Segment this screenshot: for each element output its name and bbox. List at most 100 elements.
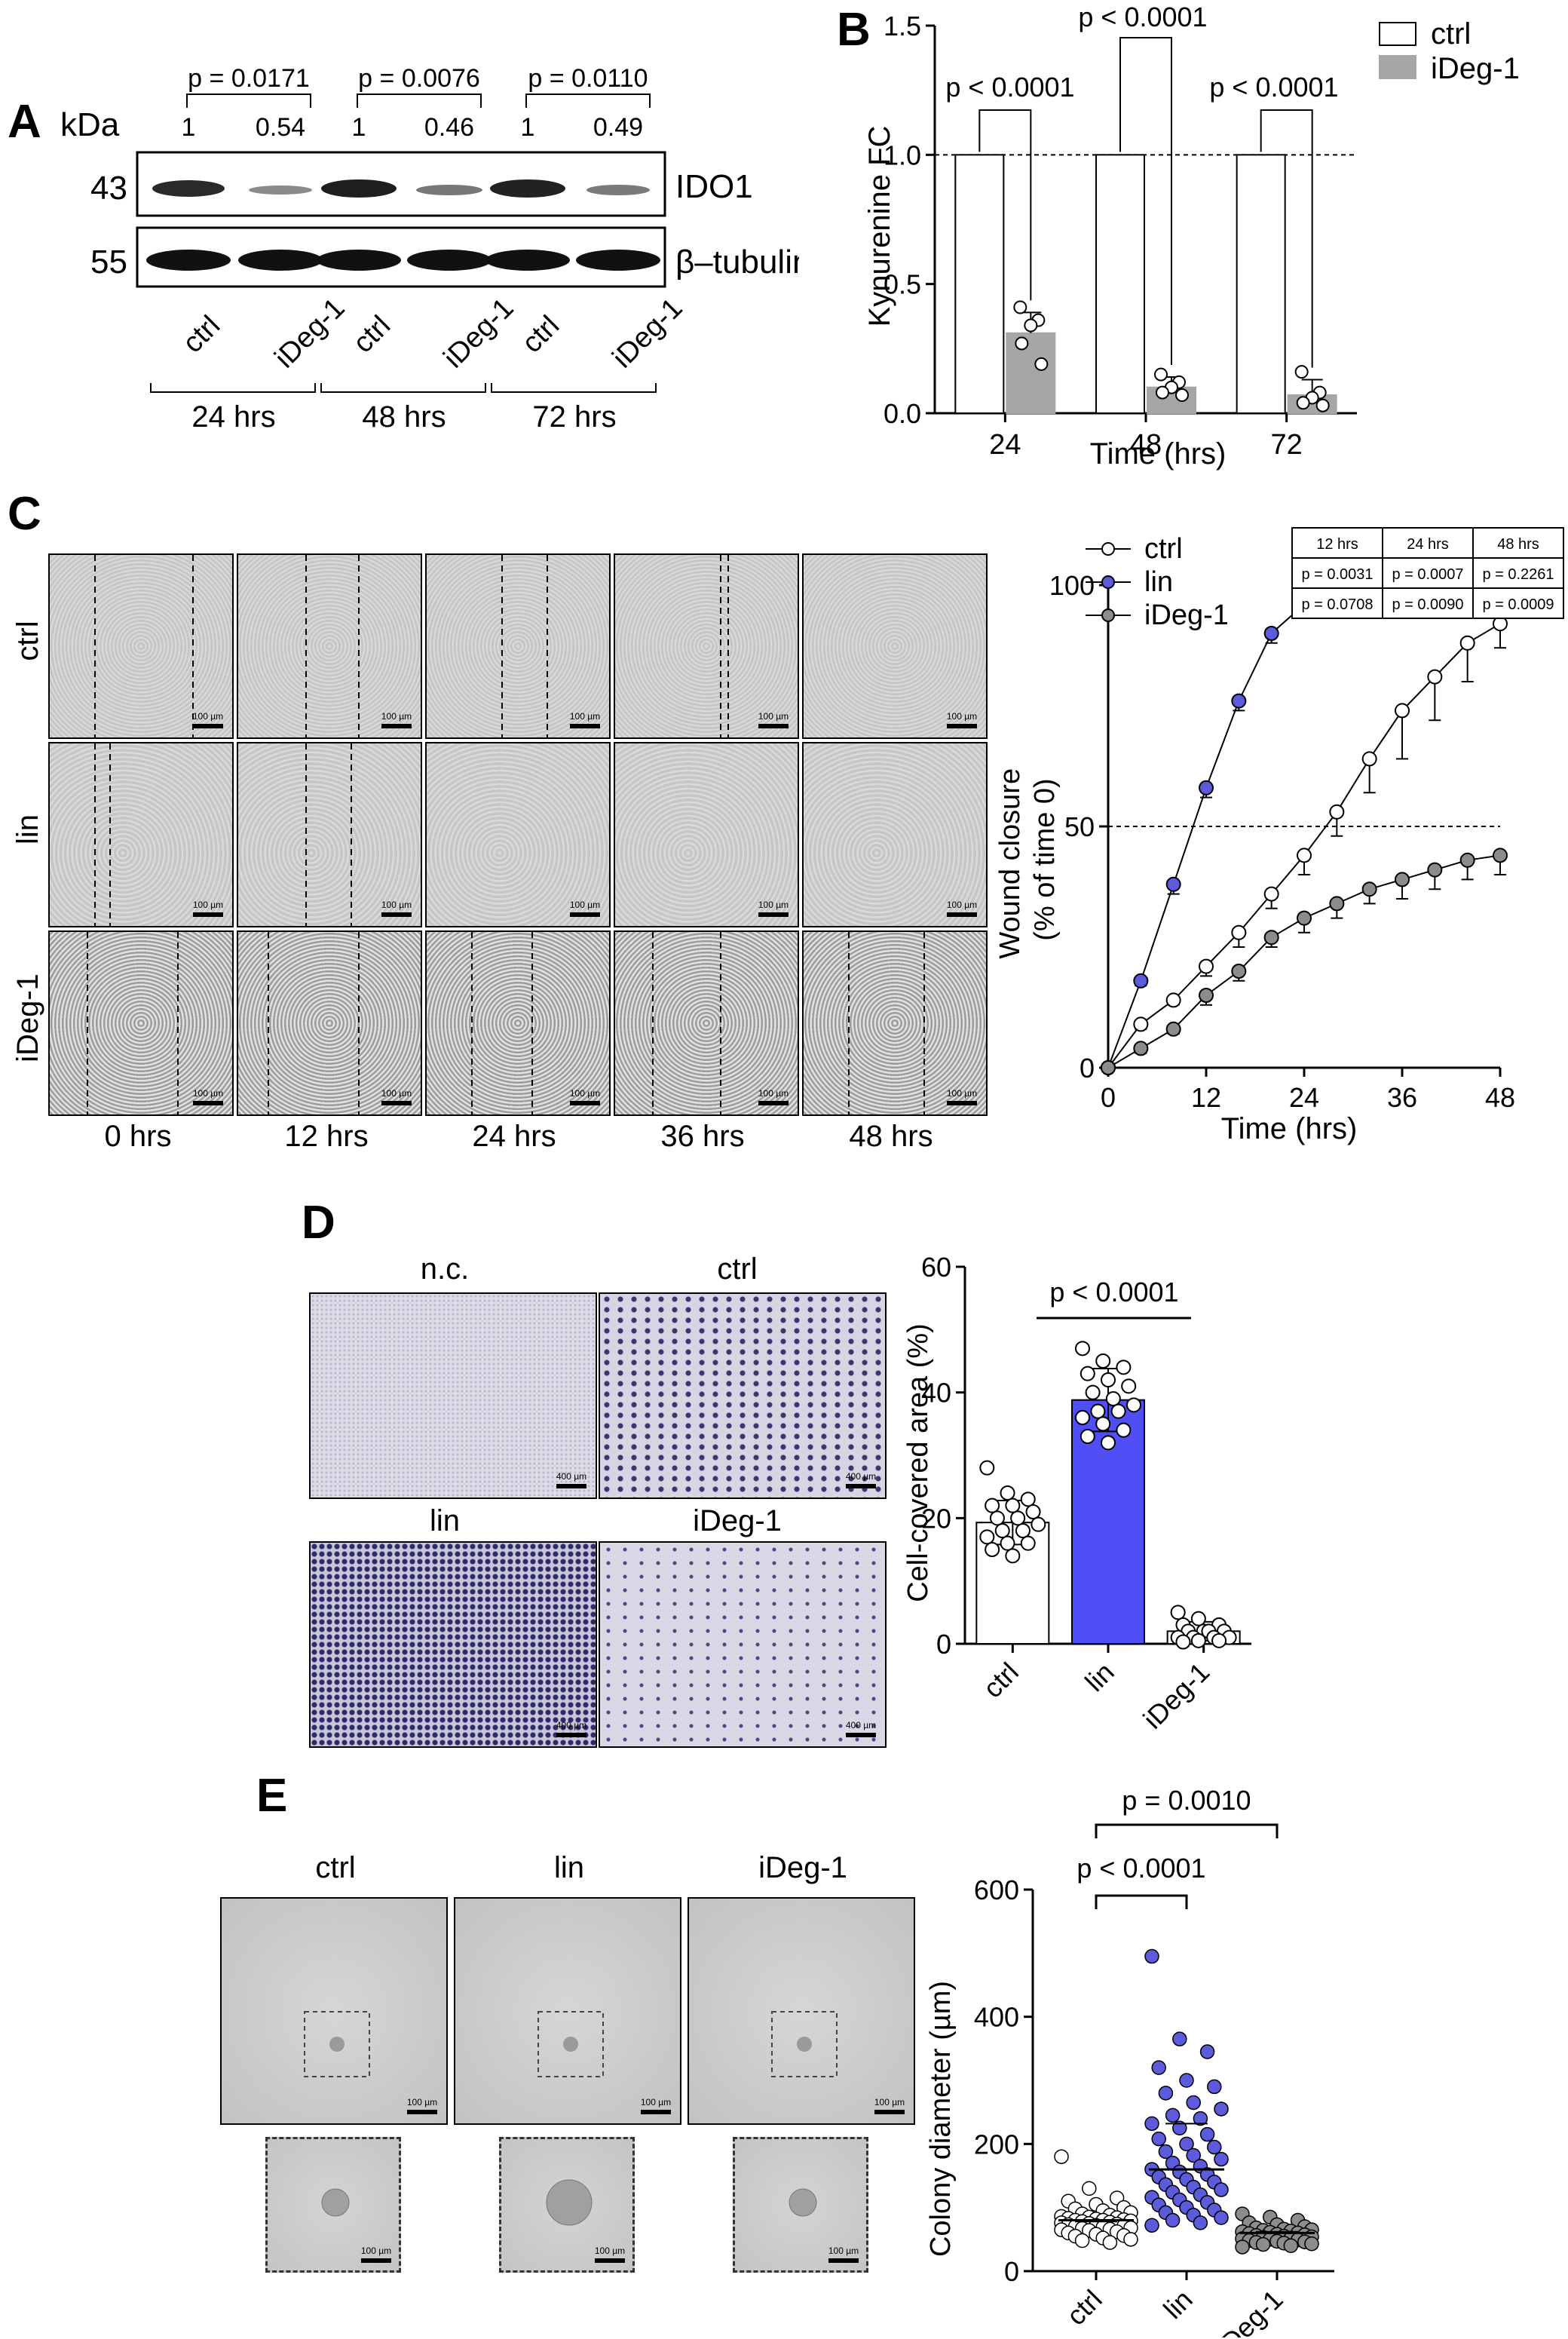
c-point-lin [1199, 780, 1214, 796]
scale-bar [641, 2110, 671, 2114]
svg-text:E: E [256, 1770, 287, 1822]
e-point-lin [1165, 2212, 1181, 2228]
d-point [1095, 1353, 1111, 1369]
colony-zoomed [789, 2188, 817, 2217]
b-bar-ctrl [1095, 154, 1145, 414]
kda-label: kDa [60, 106, 120, 143]
colony-image-ctrl: 100 µm [220, 1897, 448, 2125]
e-ytick-label: 0 [1004, 2256, 1019, 2287]
scale-bar-label: 100 µm [407, 2097, 437, 2108]
b-significance-bracket [1119, 37, 1172, 366]
c-col-24: 24 hrs [472, 1120, 556, 1153]
colony [329, 2037, 345, 2052]
c-legend-ctrl: ctrl [1144, 533, 1183, 565]
c-point-ctrl [1263, 886, 1279, 902]
c-point-iDeg-1 [1133, 1041, 1149, 1056]
transwell-image-ideg: 400 µm [599, 1541, 887, 1748]
scale-bar [846, 1733, 876, 1737]
d-point [1101, 1435, 1116, 1451]
colony-zoomed [546, 2179, 593, 2226]
b-xtick-label: 48 [1130, 429, 1162, 461]
scale-bar-label: 100 µm [361, 2246, 391, 2256]
scale-bar-label: 100 µm [381, 900, 412, 910]
panel-d-chart: Cell-covered area (%) 0 20 40 60 ctrl lin iDeg… [902, 1252, 1251, 1735]
legend-swatch-ideg [1379, 55, 1416, 79]
e-point-ctrl [1082, 2181, 1097, 2196]
d-point [1211, 1632, 1227, 1648]
e-point-ctrl [1102, 2235, 1118, 2250]
b-axes: 0.0 0.5 1.0 1.5 24 48 72 [884, 11, 1357, 461]
svg-text:D: D [302, 1197, 335, 1249]
d-point [1020, 1491, 1036, 1507]
c-ytick-label: 0 [1080, 1053, 1095, 1084]
b-point [1156, 385, 1169, 400]
panel-e-chart: Colony diameter (µm) 0 200 400 600 ctrl lin iD… [925, 1785, 1334, 2337]
c-row-ctrl: ctrl [11, 621, 44, 661]
scratch-image-ideg-0: 100 µm [48, 930, 234, 1116]
c-ytick-label: 100 [1049, 570, 1095, 601]
legend-marker-lin [1101, 575, 1115, 589]
panel-a: A kDa p = 0.0171 p = 0.0076 p = 0.0110 1… [8, 64, 799, 434]
d-point [1015, 1523, 1031, 1538]
scale-bar [193, 724, 223, 728]
table-header-24: 24 hrs [1407, 536, 1449, 553]
zoom-region-box [537, 2011, 604, 2077]
e-point-lin [1151, 2131, 1166, 2147]
scale-bar-label: 100 µm [947, 711, 977, 722]
panel-d-image-labels: n.c. ctrl lin iDeg-1 [421, 1252, 782, 1537]
b-ytick-label: 0.5 [884, 269, 921, 300]
scale-bar-label: 100 µm [641, 2097, 671, 2108]
lane-1: ctrl [177, 310, 227, 360]
scale-bar [846, 1484, 876, 1488]
colony-zoom-ctrl: 100 µm [265, 2137, 401, 2273]
d-xtick-label: lin [1079, 1657, 1119, 1697]
c-ylabel-line1: Wound closure [994, 768, 1026, 959]
e-label-lin: lin [554, 1851, 584, 1884]
scale-bar [595, 2258, 625, 2263]
scale-bar [361, 2258, 391, 2263]
d-pvalue: p < 0.0001 [1049, 1277, 1178, 1307]
western-brackets [186, 93, 651, 108]
scratch-image-ideg-1: 100 µm [237, 930, 422, 1116]
colony-image-lin: 100 µm [454, 1897, 681, 2125]
c-point-iDeg-1 [1101, 1060, 1116, 1075]
e-points [1054, 1948, 1319, 2255]
d-point [985, 1498, 1000, 1513]
timepoint-24: 24 hrs [191, 400, 275, 434]
e-point-lin [1158, 2086, 1174, 2101]
e-point-lin [1186, 2095, 1201, 2111]
b-bar-ctrl [1236, 154, 1286, 414]
scratch-image-ctrl-2: 100 µm [425, 553, 611, 739]
scratch-image-ctrl-0: 100 µm [48, 553, 234, 739]
e-point-lin [1214, 2151, 1229, 2167]
d-point [1170, 1605, 1186, 1620]
d-point [1080, 1366, 1095, 1381]
panel-letter-b: B [837, 4, 871, 56]
transwell-image-lin: 400 µm [309, 1541, 597, 1748]
legend-marker-ideg [1101, 609, 1115, 622]
c-point-ctrl [1133, 1016, 1149, 1032]
b-point [1013, 300, 1027, 314]
e-point-lin [1144, 1948, 1159, 1964]
c-axes: 0 50 100 0 12 24 36 48 [1049, 570, 1515, 1113]
ido1-blot [136, 151, 666, 217]
d-point [1000, 1485, 1015, 1501]
colony [563, 2037, 578, 2052]
e-point-iDeg-1 [1235, 2239, 1250, 2255]
d-point [1080, 1429, 1095, 1444]
b-point [1154, 367, 1168, 382]
d-point [994, 1523, 1010, 1538]
colony-image-ideg: 100 µm [688, 1897, 915, 2125]
d-point [1175, 1634, 1191, 1650]
e-xtick-label: ctrl [1061, 2284, 1108, 2331]
scale-bar [758, 724, 789, 728]
scale-bar-label: 100 µm [193, 1088, 223, 1099]
pvalue-24: p = 0.0171 [188, 64, 310, 93]
scale-bar-label: 100 µm [828, 2246, 859, 2256]
pvalue-72: p = 0.0110 [528, 64, 648, 93]
scratch-image-lin-4: 100 µm [802, 742, 988, 927]
panel-letter-a: A [8, 96, 41, 148]
ratio-3: 1 [352, 113, 366, 142]
scale-bar-label: 100 µm [193, 711, 223, 722]
table-cell-2-1: p = 0.0708 [1301, 596, 1373, 613]
